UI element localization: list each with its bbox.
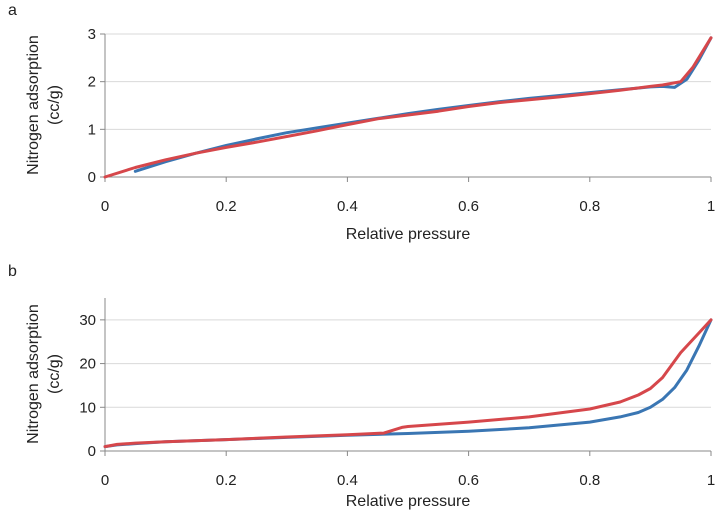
x-tick-label: 1 [707,472,715,489]
x-tick-label: 0.2 [216,198,237,215]
series-line-2 [103,318,713,449]
x-axis-label: Relative pressure [346,493,471,510]
y-tick-label: 1 [88,121,96,138]
y-axis-label: Nitrogen adsorption [25,35,42,175]
y-tick-label: 0 [88,443,96,460]
y-tick-label: 30 [79,312,96,329]
x-tick-label: 0 [101,198,109,215]
panel-label: b [8,263,17,280]
series-line-2 [103,36,713,179]
series-line-1 [133,36,713,173]
y-tick-label: 20 [79,356,96,373]
chart-panel-a: a 0 1 2 3 0 0.2 0.4 0.6 0.8 1 Relative pressure Nitr… [8,2,715,243]
chart-panel-b: b 0 10 20 30 0 0.2 0.4 0.6 0.8 1 Relative pressure N… [8,263,715,510]
y-tick-label: 3 [88,26,96,43]
x-tick-label: 0.4 [337,198,358,215]
y-tick-label: 0 [88,169,96,186]
x-tick-label: 0.4 [337,472,358,489]
y-tick-label: 2 [88,74,96,91]
x-tick-label: 0.2 [216,472,237,489]
y-axis-label: Nitrogen adsorption [25,304,42,444]
x-tick-label: 0.8 [579,198,600,215]
x-axis-label: Relative pressure [346,226,471,243]
x-tick-label: 0.6 [458,198,479,215]
y-axis-label: (cc/g) [46,85,63,125]
y-axis-label: (cc/g) [46,354,63,394]
x-tick-label: 0.8 [579,472,600,489]
y-tick-label: 10 [79,399,96,416]
panel-label: a [8,2,17,19]
x-tick-label: 1 [707,198,715,215]
x-tick-label: 0 [101,472,109,489]
x-tick-label: 0.6 [458,472,479,489]
